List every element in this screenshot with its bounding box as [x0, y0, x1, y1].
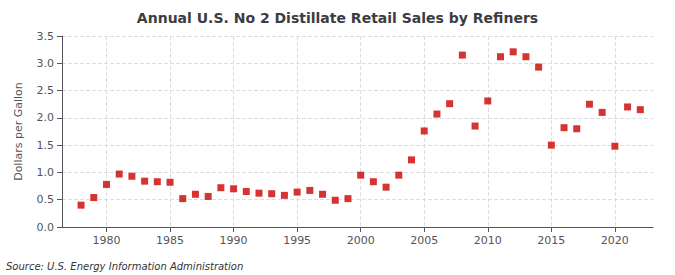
- svg-text:Source: U.S. Energy Informatio: Source: U.S. Energy Information Administ…: [6, 261, 243, 272]
- svg-text:1995: 1995: [283, 234, 311, 247]
- svg-text:0.0: 0.0: [37, 221, 55, 234]
- svg-text:2005: 2005: [410, 234, 438, 247]
- svg-text:1.5: 1.5: [37, 139, 55, 152]
- svg-text:2015: 2015: [537, 234, 565, 247]
- svg-text:1.0: 1.0: [37, 166, 55, 179]
- svg-text:0.5: 0.5: [37, 193, 55, 206]
- svg-text:1980: 1980: [92, 234, 120, 247]
- svg-text:1990: 1990: [220, 234, 248, 247]
- svg-text:Dollars per Gallon: Dollars per Gallon: [12, 82, 25, 181]
- svg-text:3.0: 3.0: [37, 57, 55, 70]
- svg-text:2020: 2020: [601, 234, 629, 247]
- svg-text:2010: 2010: [474, 234, 502, 247]
- svg-text:3.5: 3.5: [37, 30, 55, 43]
- svg-text:2.5: 2.5: [37, 84, 55, 97]
- svg-text:Annual U.S. No 2 Distillate Re: Annual U.S. No 2 Distillate Retail Sales…: [137, 10, 538, 26]
- svg-text:2000: 2000: [347, 234, 375, 247]
- svg-text:1985: 1985: [156, 234, 184, 247]
- svg-text:2.0: 2.0: [37, 111, 55, 124]
